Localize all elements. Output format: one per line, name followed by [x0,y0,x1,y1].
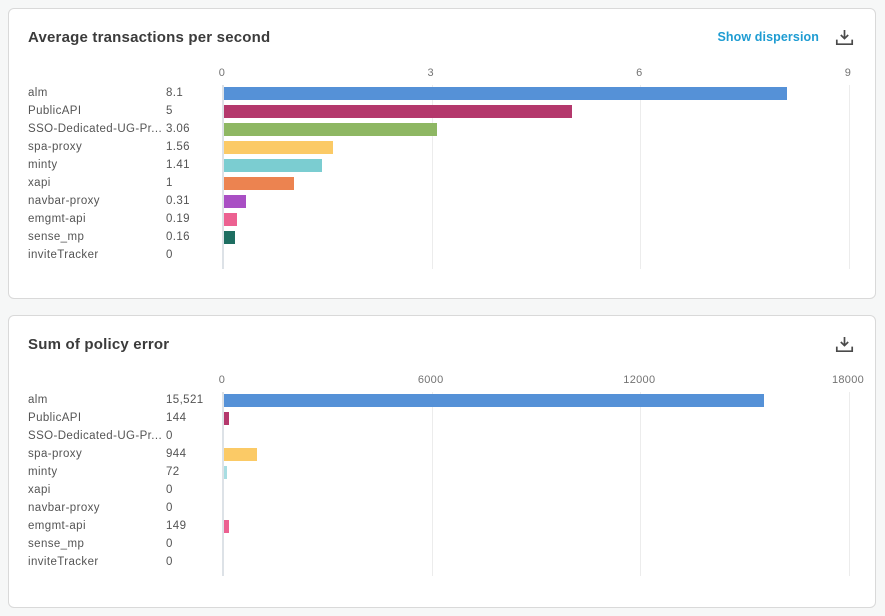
value-label: 0 [166,538,173,550]
category-label: PublicAPI [28,412,82,424]
gridline [640,85,642,269]
gridline [431,85,433,269]
category-label: PublicAPI [28,105,82,117]
value-label: 0.16 [166,231,190,243]
category-label: spa-proxy [28,448,83,460]
category-label: minty [28,159,58,171]
bar-spa-proxy[interactable] [224,448,257,461]
axis-tick-label: 0 [218,374,226,386]
show-dispersion-link[interactable]: Show dispersion [717,30,819,44]
gridline [849,85,850,269]
axis-tick-label: 3 [427,67,434,79]
axis-tick-label: 0 [218,67,226,79]
download-icon[interactable] [833,27,855,47]
category-label: emgmt-api [28,520,86,532]
bar-alm[interactable] [224,87,788,100]
axis-tick-label: 18000 [831,374,865,386]
chart-title: Average transactions per second [28,28,271,46]
gridline [849,392,850,576]
axis-tick-label: 6000 [417,374,444,386]
bar-minty[interactable] [224,159,323,172]
bar-SSO-Dedicated-UG-Pr[interactable] [224,123,437,136]
value-label: 944 [166,448,187,460]
value-label: 72 [166,466,180,478]
value-label: 1.56 [166,141,190,153]
bar-chart-avg-transactions: 0 3 6 9 alm 8.1 PublicAPI 5 SSO-Dedicated-UG-Pr.… [9,9,875,298]
plot-area [222,392,850,576]
chart-title: Sum of policy error [28,335,170,353]
bar-xapi[interactable] [224,177,294,190]
bar-chart-sum-policy-error: 0 6000 12000 18000 alm 15,521 PublicAPI 144 SSO-… [9,316,875,607]
gridline [640,392,642,576]
value-label: 0 [166,430,173,442]
category-label: minty [28,466,58,478]
bar-navbar-proxy[interactable] [224,195,246,208]
category-label: xapi [28,484,51,496]
value-label: 0 [166,556,173,568]
category-label: inviteTracker [28,556,99,568]
category-label: alm [28,394,48,406]
category-label: spa-proxy [28,141,83,153]
gridline [431,392,433,576]
bar-spa-proxy[interactable] [224,141,333,154]
panel-actions [833,334,855,354]
bar-emgmt-api[interactable] [224,213,238,226]
value-label: 1 [166,177,173,189]
value-label: 0 [166,484,173,496]
panel-header: Sum of policy error [28,333,855,355]
axis-tick-label: 9 [844,67,852,79]
value-label: 0.19 [166,213,190,225]
category-label: navbar-proxy [28,195,100,207]
category-label: sense_mp [28,231,85,243]
axis-tick-label: 12000 [623,374,656,386]
value-label: 0 [166,502,173,514]
bar-PublicAPI[interactable] [224,105,572,118]
value-label: 8.1 [166,87,184,99]
panel-avg-transactions: Average transactions per second Show dis… [8,8,876,299]
category-label: inviteTracker [28,249,99,261]
category-label: xapi [28,177,51,189]
value-label: 15,521 [166,394,204,406]
bar-minty[interactable] [224,466,227,479]
category-label: sense_mp [28,538,85,550]
bar-sense_mp[interactable] [224,231,236,244]
value-label: 0.31 [166,195,190,207]
panel-header: Average transactions per second Show dis… [28,26,855,48]
value-label: 3.06 [166,123,190,135]
value-label: 144 [166,412,187,424]
value-label: 5 [166,105,173,117]
axis-tick-label: 6 [636,67,643,79]
bar-alm[interactable] [224,394,764,407]
plot-area [222,85,850,269]
category-label: SSO-Dedicated-UG-Pr... [28,430,163,442]
download-icon[interactable] [833,334,855,354]
category-label: navbar-proxy [28,502,100,514]
value-label: 0 [166,249,173,261]
category-label: SSO-Dedicated-UG-Pr... [28,123,163,135]
category-label: emgmt-api [28,213,86,225]
panel-sum-policy-error: Sum of policy error 0 6000 12000 18000 alm 15… [8,315,876,608]
value-label: 1.41 [166,159,190,171]
panel-actions: Show dispersion [717,27,855,47]
category-label: alm [28,87,48,99]
value-label: 149 [166,520,187,532]
bar-emgmt-api[interactable] [224,520,230,533]
bar-PublicAPI[interactable] [224,412,229,425]
